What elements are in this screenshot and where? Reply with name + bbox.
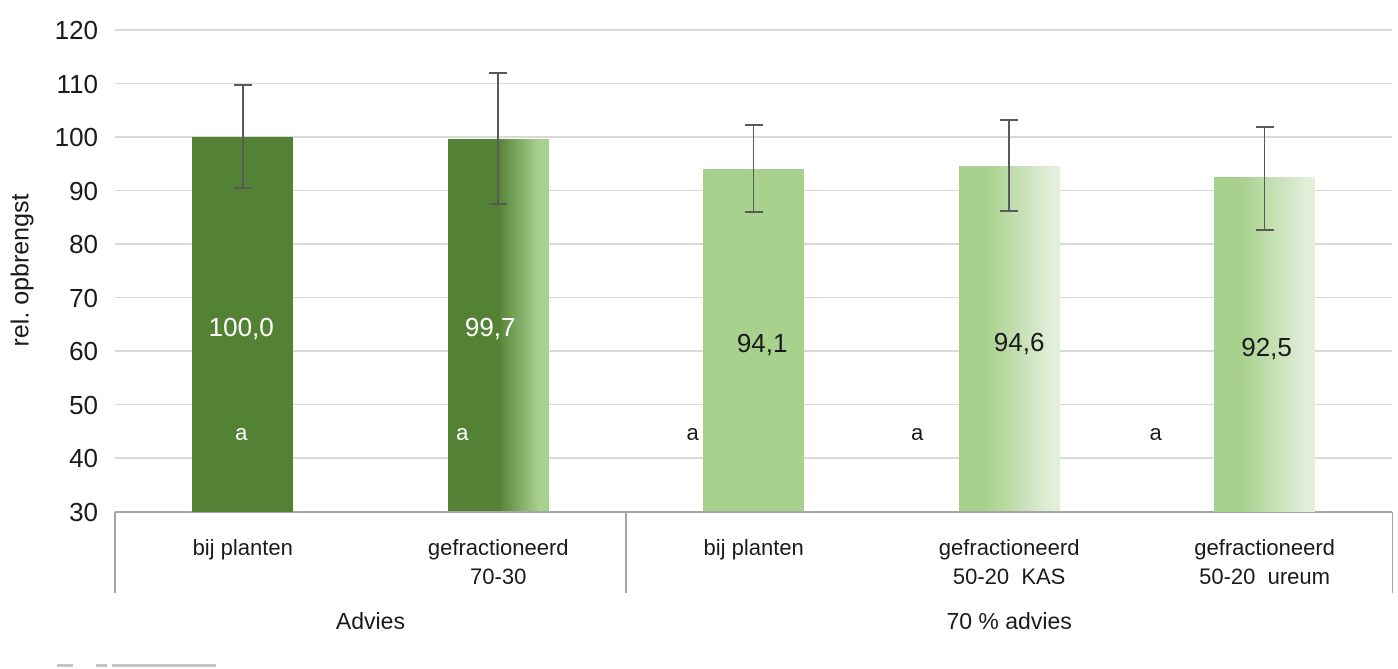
error-bar-cap-top-3 [744, 123, 763, 126]
bar-3-bij-planten [703, 168, 805, 512]
category-label-gefractioneerd-50-20-kas: gefractioneerd 50-20 KAS [882, 533, 1136, 591]
error-bar-2 [497, 72, 500, 204]
cropped-text-artifact-segment [112, 664, 216, 667]
y-axis-tick-label-50: 50 [69, 389, 98, 420]
y-axis-tick-label-110: 110 [56, 68, 98, 99]
error-bar-4 [1008, 119, 1010, 212]
error-bar-cap-bottom-3 [744, 211, 763, 214]
bar-1-bij-planten [192, 137, 294, 512]
y-axis-tick-label-40: 40 [69, 443, 98, 473]
error-bar-cap-top-2 [489, 71, 508, 74]
group-label-advies: Advies [335, 608, 405, 634]
error-bar-cap-bottom-4 [1000, 210, 1019, 213]
category-label-bij-planten: bij planten [627, 533, 881, 562]
error-bar-cap-bottom-1 [233, 186, 252, 189]
error-bar-cap-bottom-2 [489, 202, 508, 205]
error-bar-1 [241, 84, 244, 188]
error-bar-cap-bottom-5 [1255, 228, 1274, 231]
cropped-text-artifact-segment [57, 664, 73, 667]
category-label-line: 50-20 ureum [1199, 564, 1330, 589]
axis-bracket-line-0 [114, 511, 116, 593]
x-axis-baseline [115, 510, 1393, 513]
category-label-gefractioneerd-70-30: gefractioneerd 70-30 [371, 533, 625, 591]
category-label-line: gefractioneerd [1194, 535, 1335, 560]
axis-bracket-line-1 [625, 511, 627, 593]
cropped-text-artifact-segment [96, 664, 107, 667]
error-bar-cap-top-1 [233, 83, 252, 86]
category-label-line: bij planten [703, 535, 804, 560]
significance-letter-5: a [1149, 420, 1162, 445]
category-label-line: gefractioneerd [938, 535, 1080, 560]
bar-value-label-3: 94,1 [736, 328, 788, 358]
y-axis-tick-label-70: 70 [69, 282, 98, 313]
category-label-line: 70-30 [470, 564, 527, 589]
bar-4-gefractioneerd-50-20-kas [958, 165, 1060, 512]
error-bar-cap-top-5 [1255, 125, 1274, 128]
category-label-bij-planten: bij planten [116, 533, 370, 562]
y-axis-tick-label-60: 60 [69, 336, 98, 366]
group-label-70-advies: 70 % advies [946, 608, 1072, 634]
significance-letter-1: a [235, 420, 248, 445]
y-axis-tick-label-80: 80 [69, 229, 98, 259]
category-label-line: 50-20 KAS [952, 564, 1066, 589]
significance-letter-3: a [686, 420, 699, 445]
error-bar-3 [752, 124, 755, 213]
error-bar-cap-top-4 [1000, 118, 1019, 121]
bar-5-gefractioneerd-50-20-ureum [1214, 177, 1316, 512]
y-axis-tick-label-90: 90 [69, 175, 98, 206]
y-axis-tick-label-30: 30 [69, 496, 98, 527]
category-label-line: bij planten [192, 535, 293, 560]
bar-value-label-2: 99,7 [464, 312, 516, 342]
significance-letter-2: a [456, 420, 469, 445]
bar-value-label-1: 100,0 [208, 312, 274, 342]
y-axis-tick-label-100: 100 [54, 122, 98, 152]
axis-bracket-line-2 [1391, 511, 1394, 593]
error-bar-5 [1263, 126, 1266, 230]
bar-value-label-4: 94,6 [993, 327, 1045, 357]
y-axis-tick-label-120: 120 [54, 15, 98, 45]
gridline-120 [115, 29, 1393, 31]
category-label-line: gefractioneerd [427, 535, 569, 560]
bar-value-label-5: 92,5 [1241, 332, 1292, 362]
gridline-110 [115, 82, 1393, 85]
significance-letter-4: a [910, 420, 924, 445]
category-label-gefractioneerd-50-20-ureum: gefractioneerd 50-20 ureum [1138, 533, 1392, 591]
